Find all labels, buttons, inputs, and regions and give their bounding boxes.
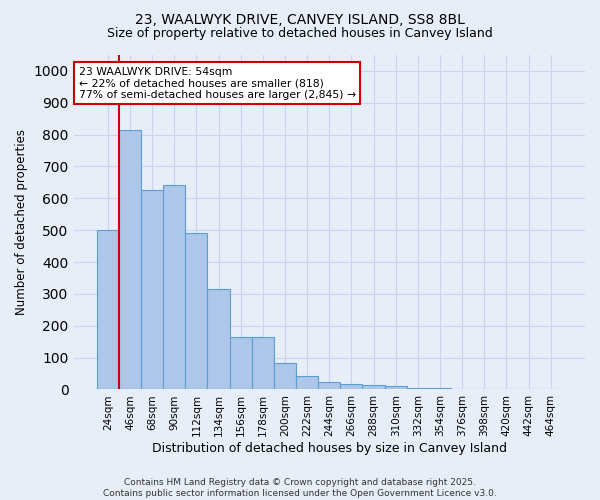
Text: Contains HM Land Registry data © Crown copyright and database right 2025.
Contai: Contains HM Land Registry data © Crown c…: [103, 478, 497, 498]
Bar: [296, 376, 318, 390]
Bar: [473, 389, 496, 390]
Bar: [340, 384, 362, 390]
Bar: [252, 337, 274, 390]
Bar: [407, 388, 429, 390]
Text: 23, WAALWYK DRIVE, CANVEY ISLAND, SS8 8BL: 23, WAALWYK DRIVE, CANVEY ISLAND, SS8 8B…: [135, 12, 465, 26]
X-axis label: Distribution of detached houses by size in Canvey Island: Distribution of detached houses by size …: [152, 442, 507, 455]
Bar: [97, 230, 119, 390]
Text: 23 WAALWYK DRIVE: 54sqm
← 22% of detached houses are smaller (818)
77% of semi-d: 23 WAALWYK DRIVE: 54sqm ← 22% of detache…: [79, 66, 356, 100]
Bar: [451, 388, 473, 390]
Bar: [141, 190, 163, 390]
Bar: [208, 289, 230, 390]
Bar: [274, 363, 296, 390]
Bar: [429, 388, 451, 390]
Bar: [385, 386, 407, 390]
Bar: [496, 389, 517, 390]
Bar: [230, 337, 252, 390]
Bar: [119, 130, 141, 390]
Bar: [362, 384, 385, 390]
Bar: [185, 234, 208, 390]
Y-axis label: Number of detached properties: Number of detached properties: [15, 129, 28, 315]
Bar: [163, 184, 185, 390]
Bar: [318, 382, 340, 390]
Bar: [539, 389, 562, 390]
Text: Size of property relative to detached houses in Canvey Island: Size of property relative to detached ho…: [107, 28, 493, 40]
